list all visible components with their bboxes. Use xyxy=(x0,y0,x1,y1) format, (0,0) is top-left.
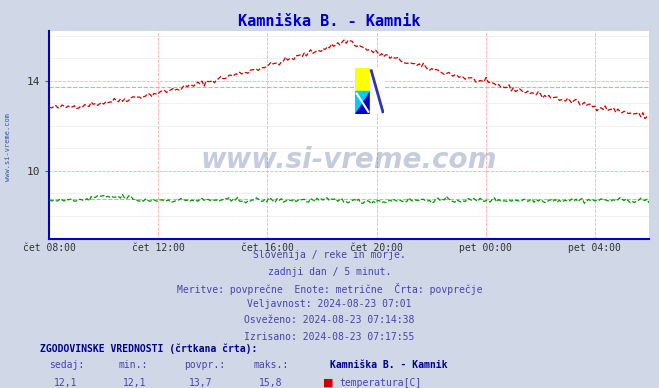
Bar xyxy=(370,68,384,114)
Text: www.si-vreme.com: www.si-vreme.com xyxy=(201,146,498,174)
Text: 13,7: 13,7 xyxy=(189,378,213,388)
Text: Izrisano: 2024-08-23 07:17:55: Izrisano: 2024-08-23 07:17:55 xyxy=(244,332,415,342)
Polygon shape xyxy=(355,91,370,114)
Text: zadnji dan / 5 minut.: zadnji dan / 5 minut. xyxy=(268,267,391,277)
Text: 12,1: 12,1 xyxy=(123,378,147,388)
Text: www.si-vreme.com: www.si-vreme.com xyxy=(5,113,11,182)
Text: povpr.:: povpr.: xyxy=(185,360,225,370)
Text: Slovenija / reke in morje.: Slovenija / reke in morje. xyxy=(253,250,406,260)
Text: Osveženo: 2024-08-23 07:14:38: Osveženo: 2024-08-23 07:14:38 xyxy=(244,315,415,326)
Text: maks.:: maks.: xyxy=(254,360,289,370)
Text: sedaj:: sedaj: xyxy=(49,360,84,370)
Text: min.:: min.: xyxy=(119,360,148,370)
Text: temperatura[C]: temperatura[C] xyxy=(339,378,422,388)
Text: 15,8: 15,8 xyxy=(258,378,282,388)
Bar xyxy=(355,68,370,91)
Polygon shape xyxy=(355,91,370,114)
Text: Veljavnost: 2024-08-23 07:01: Veljavnost: 2024-08-23 07:01 xyxy=(247,299,412,309)
Text: 12,1: 12,1 xyxy=(54,378,78,388)
Text: Meritve: povprečne  Enote: metrične  Črta: povprečje: Meritve: povprečne Enote: metrične Črta:… xyxy=(177,283,482,295)
Text: ■: ■ xyxy=(323,378,333,388)
Text: Kamniška B. - Kamnik: Kamniška B. - Kamnik xyxy=(239,14,420,29)
Text: ZGODOVINSKE VREDNOSTI (črtkana črta):: ZGODOVINSKE VREDNOSTI (črtkana črta): xyxy=(40,343,257,354)
Text: Kamniška B. - Kamnik: Kamniška B. - Kamnik xyxy=(330,360,447,370)
